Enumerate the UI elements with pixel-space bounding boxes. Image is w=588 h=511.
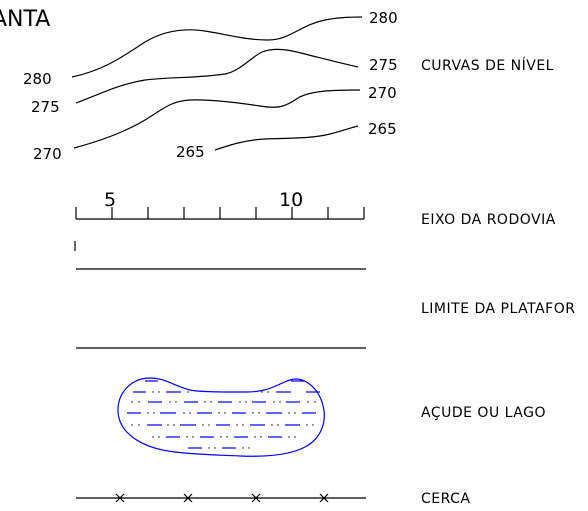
fence-legend-label: CERCA <box>421 491 471 507</box>
lake-water-dots <box>131 391 316 449</box>
lake-water-dashes <box>127 381 320 448</box>
contour-line-280 <box>72 17 362 77</box>
contour-label-275-left: 275 <box>31 98 60 116</box>
contour-legend-label: CURVAS DE NÍVEL <box>421 57 554 74</box>
lake-symbol <box>118 378 324 456</box>
platform-legend-label: LIMITE DA PLATAFOR <box>421 301 575 317</box>
road-axis-group <box>75 207 364 251</box>
contour-line-265 <box>215 126 358 150</box>
contour-label-280-left: 280 <box>23 70 52 88</box>
road-axis-legend-label: EIXO DA RODOVIA <box>421 212 556 228</box>
lake-legend-label: AÇUDE OU LAGO <box>421 405 546 421</box>
road-axis-station-10: 10 <box>279 189 303 211</box>
contour-lines-group <box>72 17 362 150</box>
contour-label-280-right: 280 <box>369 9 398 27</box>
contour-label-265-right: 265 <box>368 120 397 138</box>
fence-x-marks <box>116 494 328 502</box>
contour-label-265-left: 265 <box>176 143 205 161</box>
platform-limits-group <box>76 269 366 348</box>
road-axis-ticks <box>76 207 364 219</box>
contour-line-275 <box>76 49 358 103</box>
drawing-title: ANTA <box>0 7 50 32</box>
contour-label-270-right: 270 <box>368 84 397 102</box>
fence-symbol <box>76 494 366 502</box>
road-axis-station-5: 5 <box>104 189 116 211</box>
lake-outline <box>118 378 324 456</box>
contour-line-270 <box>74 90 360 148</box>
contour-label-270-left: 270 <box>33 145 62 163</box>
contour-label-275-right: 275 <box>369 56 398 74</box>
